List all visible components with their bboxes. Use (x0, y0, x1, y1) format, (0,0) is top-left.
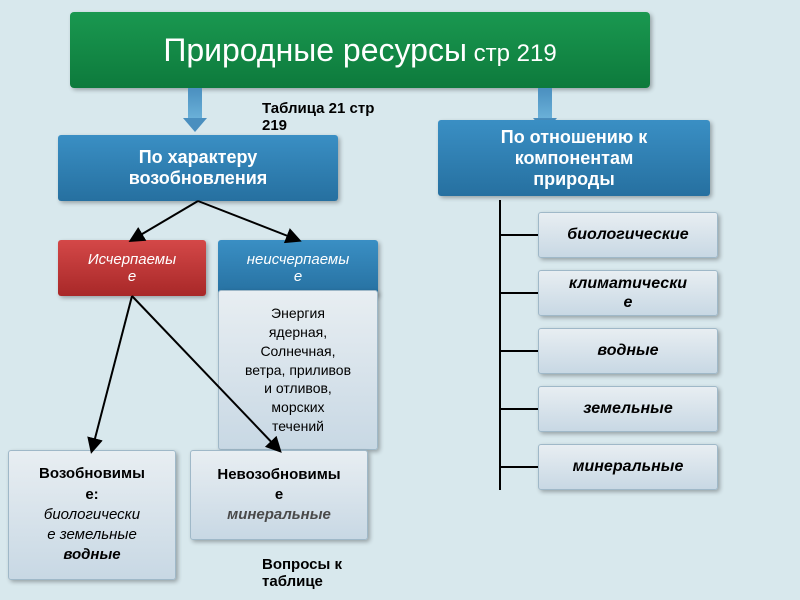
category-left: По характерувозобновления (58, 135, 338, 201)
right-item-3: земельные (538, 386, 718, 432)
exhaustible-box: Исчерпаемые (58, 240, 206, 296)
category-right: По отношению ккомпонентамприроды (438, 120, 710, 196)
right-item-0: биологические (538, 212, 718, 258)
right-item-4: минеральные (538, 444, 718, 490)
title-arrow-1 (538, 88, 552, 118)
title-arrow-head-0 (183, 118, 207, 132)
title-arrow-0 (188, 88, 202, 118)
inexhaustible-box: неисчерпаемые (218, 240, 378, 296)
energy-box: Энергияядерная,Солнечная,ветра, приливов… (218, 290, 378, 450)
right-item-2: водные (538, 328, 718, 374)
title-box: Природные ресурсы стр 219 (70, 12, 650, 88)
table-label: Таблица 21 стр219 (262, 100, 374, 134)
nonrenewable-box: Невозобновимыеминеральные (190, 450, 368, 540)
questions-label: Вопросы ктаблице (262, 556, 342, 590)
right-item-1: климатические (538, 270, 718, 316)
renewable-box: Возобновимые:биологические земельныеводн… (8, 450, 176, 580)
